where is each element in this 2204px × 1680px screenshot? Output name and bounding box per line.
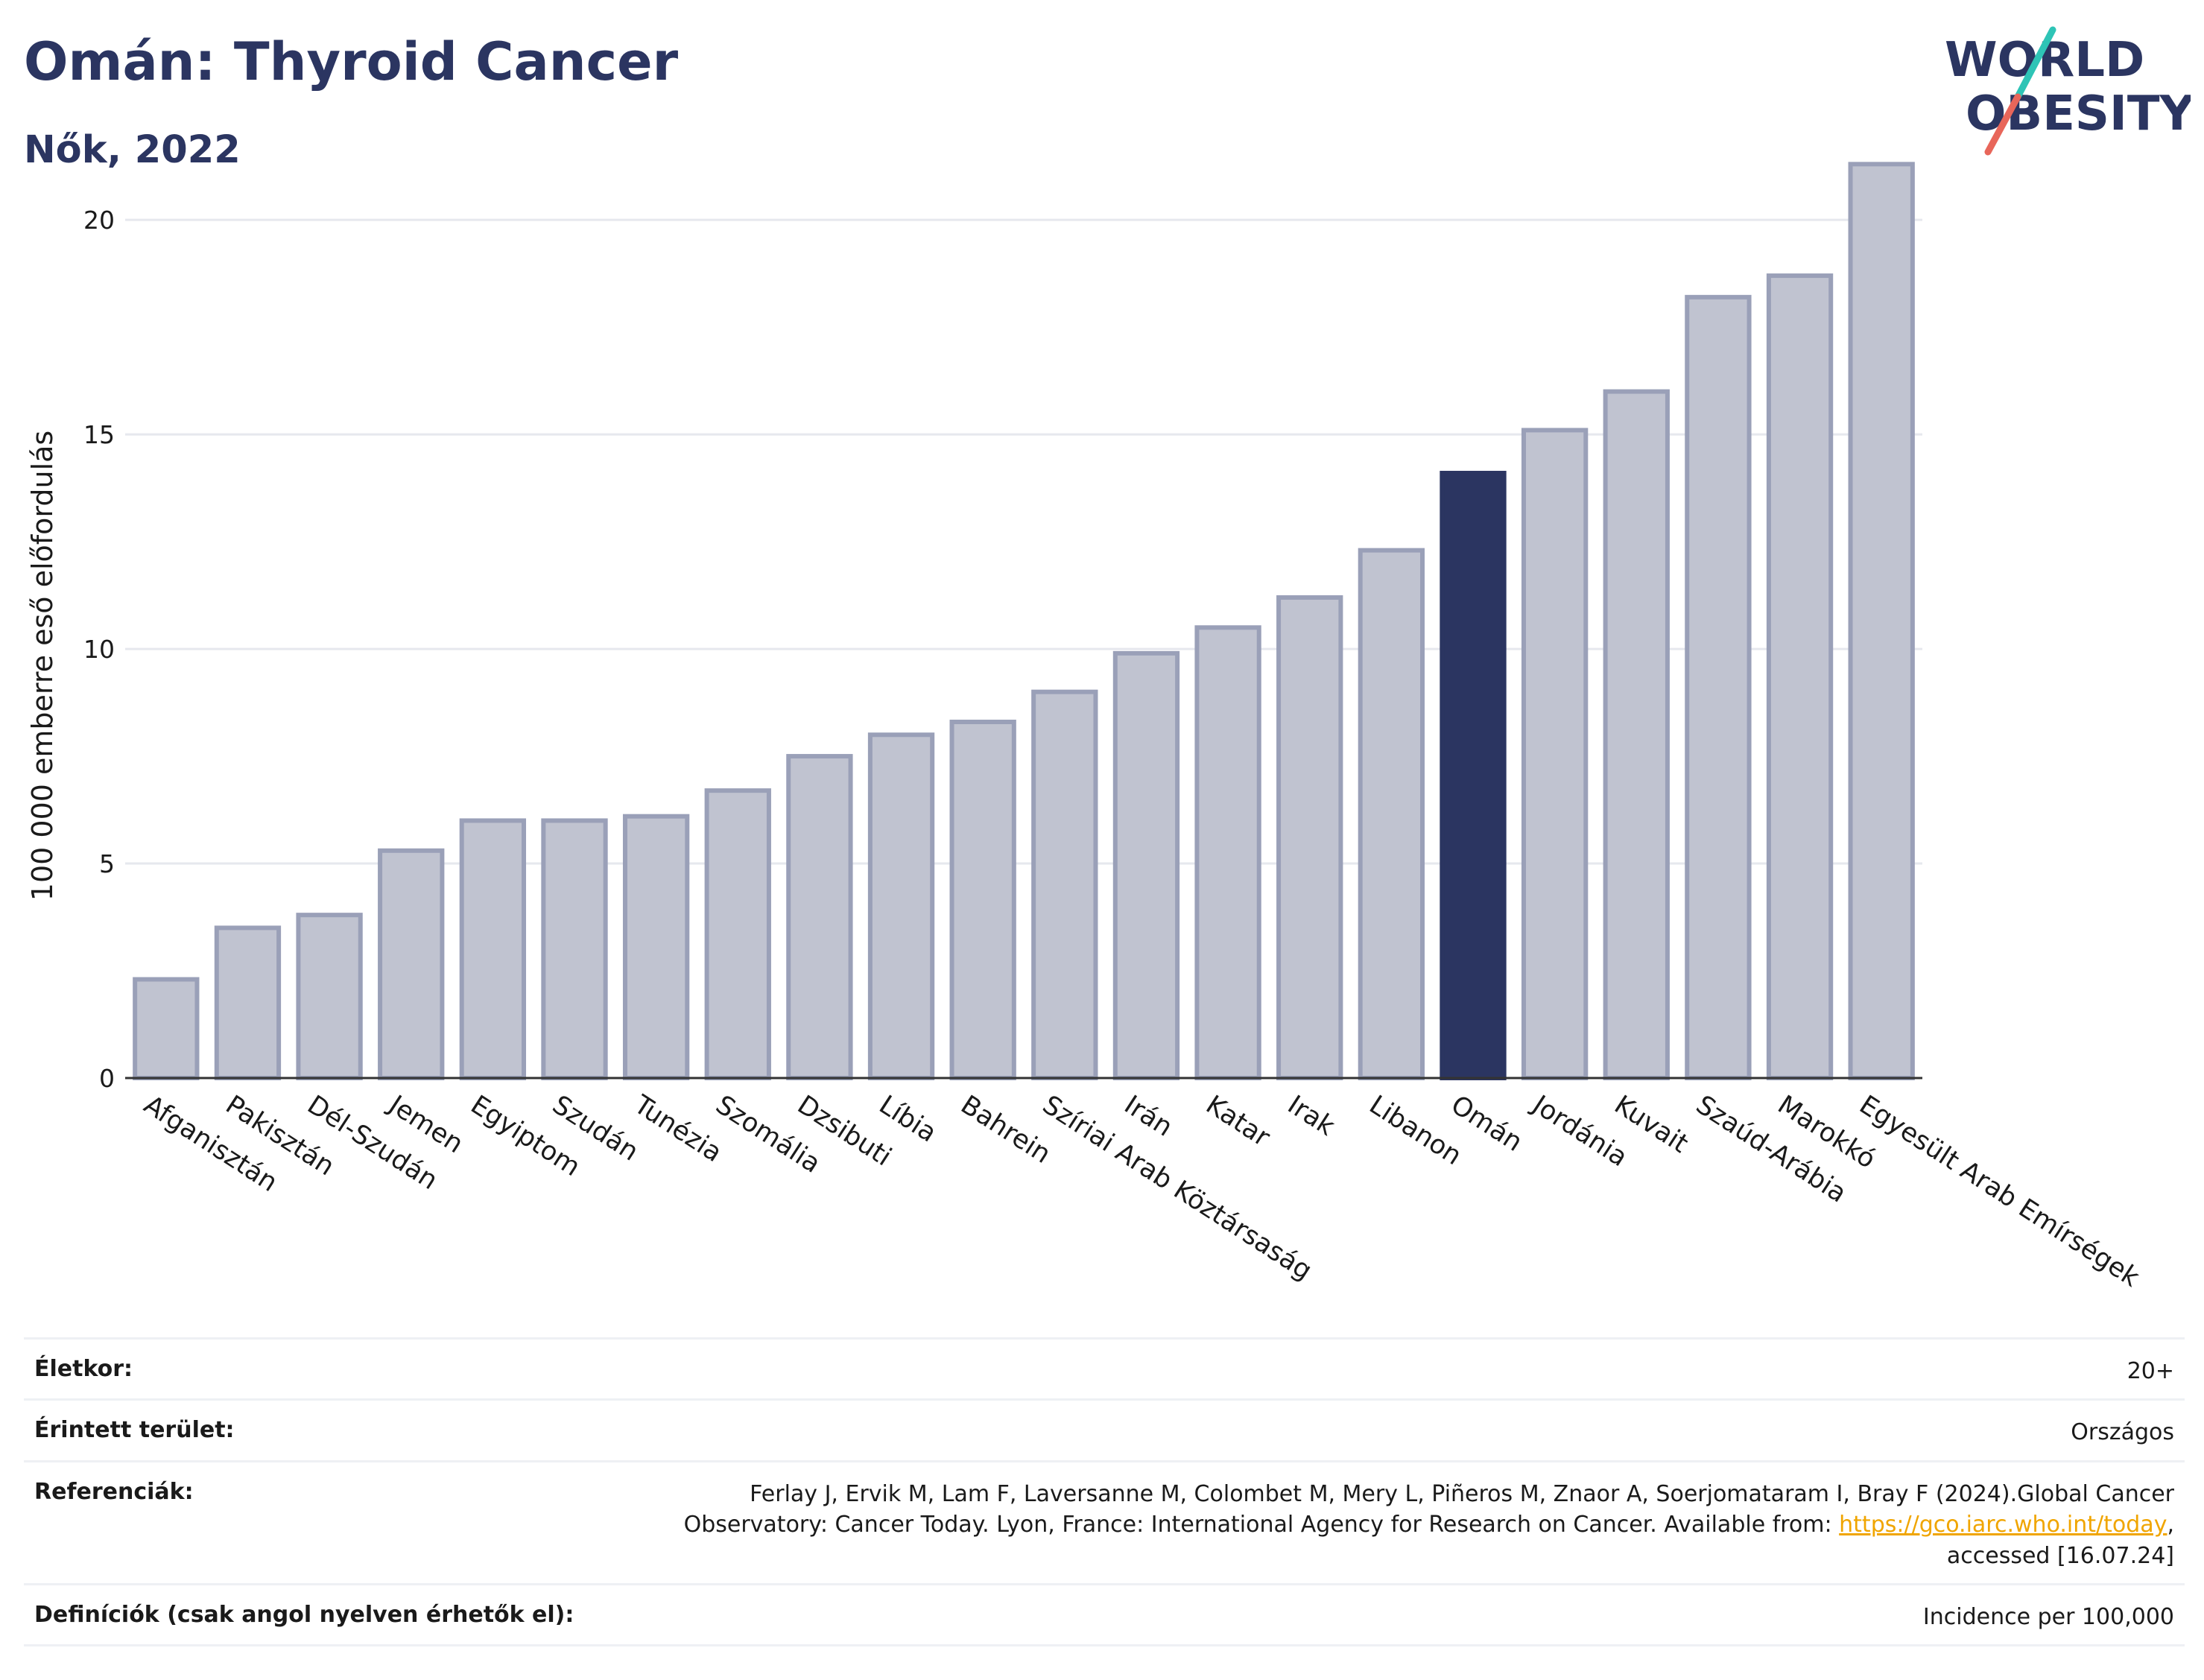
x-tick-label: Jordánia — [1526, 1089, 1633, 1173]
bar-18 — [1521, 428, 1589, 1080]
bar-22 — [1848, 162, 1915, 1081]
y-tick-label: 15 — [83, 420, 115, 449]
y-axis-ticks: 0 5 10 15 20 — [83, 206, 115, 1093]
info-row-area: Érintett terület: Országos — [24, 1398, 2185, 1459]
y-tick-label: 5 — [99, 849, 115, 878]
bar-1 — [133, 977, 200, 1080]
reference-link[interactable]: https://gco.iarc.who.int/today — [1839, 1512, 2167, 1538]
world-obesity-logo: WORLD OBESITY — [1945, 26, 2191, 156]
x-tick-label: Egyesült Arab Emírségek — [1854, 1090, 2144, 1293]
info-row-definitions: Definíciók (csak angol nyelven érhetők e… — [24, 1582, 2185, 1647]
y-tick-label: 10 — [83, 635, 115, 664]
page-title: Omán: Thyroid Cancer — [24, 31, 679, 92]
bars — [133, 162, 1915, 1081]
reference-citation: Ferlay J, Ervik M, Lam F, Laversanne M, … — [683, 1480, 2174, 1538]
info-value: Országos — [2071, 1419, 2174, 1446]
info-label: Érintett terület: — [34, 1417, 235, 1444]
x-tick-label: Irak — [1282, 1090, 1340, 1142]
info-value: Incidence per 100,000 — [1922, 1603, 2174, 1630]
bar-2 — [214, 925, 282, 1080]
page-subtitle: Nők, 2022 — [24, 128, 241, 172]
info-label: Referenciák: — [34, 1478, 194, 1505]
bar-8 — [704, 788, 771, 1080]
bar-15 — [1276, 595, 1343, 1080]
y-tick-label: 0 — [99, 1064, 115, 1093]
bar-17 — [1440, 470, 1507, 1080]
bar-9 — [786, 754, 853, 1080]
logo-line2: OBESITY — [1966, 86, 2191, 142]
info-label: Definíciók (csak angol nyelven érhetők e… — [34, 1601, 574, 1628]
x-tick-label: Katar — [1200, 1090, 1276, 1153]
bar-7 — [622, 814, 690, 1080]
bar-16 — [1358, 548, 1425, 1080]
info-value: 20+ — [2127, 1358, 2174, 1384]
info-label: Életkor: — [34, 1356, 133, 1382]
x-tick-label: Tunézia — [628, 1089, 727, 1168]
reference-text: Ferlay J, Ervik M, Lam F, Laversanne M, … — [609, 1479, 2174, 1571]
bar-21 — [1766, 273, 1834, 1080]
bar-11 — [949, 719, 1016, 1081]
x-tick-label: Szíriai Arab Köztársaság — [1037, 1090, 1317, 1286]
bar-14 — [1194, 625, 1261, 1080]
x-axis-labels: AfganisztánPakisztánDél-SzudánJemenEgyip… — [139, 1089, 2145, 1293]
x-tick-label: Bahrein — [955, 1090, 1056, 1170]
y-axis-title: 100 000 emberre eső előfordulás — [26, 431, 59, 901]
x-tick-label: Libanon — [1364, 1090, 1466, 1171]
reference-accessed: , accessed [16.07.24] — [1946, 1512, 2174, 1569]
bar-6 — [541, 818, 608, 1081]
bar-13 — [1112, 650, 1180, 1080]
bar-4 — [378, 848, 445, 1080]
x-tick-label: Irán — [1119, 1090, 1178, 1143]
info-row-age: Életkor: 20+ — [24, 1337, 2185, 1398]
bar-3 — [296, 913, 363, 1080]
info-table: Életkor: 20+ Érintett terület: Országos … — [24, 1337, 2185, 1647]
bar-20 — [1685, 294, 1752, 1080]
bar-5 — [459, 818, 527, 1081]
y-tick-label: 20 — [83, 206, 115, 235]
bar-12 — [1031, 689, 1098, 1080]
bar-19 — [1603, 389, 1670, 1080]
info-row-references: Referenciák: Ferlay J, Ervik M, Lam F, L… — [24, 1459, 2185, 1583]
bar-10 — [867, 732, 935, 1080]
bar-chart: 0 5 10 15 20 AfganisztánPakisztánDél-SzudánJ… — [26, 162, 2145, 1293]
